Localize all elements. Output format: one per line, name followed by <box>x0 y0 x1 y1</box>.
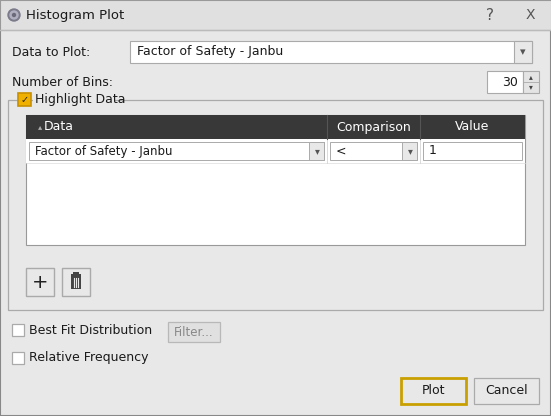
Circle shape <box>10 11 18 19</box>
Bar <box>523 71 539 93</box>
Text: +: + <box>32 272 48 292</box>
Text: ▴: ▴ <box>529 72 533 82</box>
Bar <box>423 142 522 160</box>
Text: ?: ? <box>486 7 494 22</box>
Bar <box>26 115 525 139</box>
Text: ✓: ✓ <box>20 94 29 104</box>
Bar <box>29 142 324 160</box>
Bar <box>514 41 532 63</box>
Text: 30: 30 <box>502 75 518 89</box>
Text: Comparison: Comparison <box>336 121 411 134</box>
Bar <box>12 352 24 364</box>
Bar <box>26 268 54 296</box>
Bar <box>330 142 417 160</box>
Text: Highlight Data: Highlight Data <box>35 94 126 106</box>
Bar <box>12 324 24 336</box>
Bar <box>26 139 525 163</box>
Bar <box>0 0 551 30</box>
Text: Factor of Safety - Janbu: Factor of Safety - Janbu <box>137 45 283 59</box>
Bar <box>18 93 31 106</box>
Text: Histogram Plot: Histogram Plot <box>26 8 124 22</box>
Bar <box>402 142 417 160</box>
Bar <box>73 272 79 275</box>
Text: ▾: ▾ <box>408 146 413 156</box>
Text: X: X <box>525 8 535 22</box>
Text: ▾: ▾ <box>520 47 526 57</box>
Text: Value: Value <box>455 121 490 134</box>
Text: Plot: Plot <box>422 384 445 398</box>
Text: ▾: ▾ <box>315 146 320 156</box>
Bar <box>62 268 90 296</box>
Circle shape <box>13 13 15 17</box>
Text: Factor of Safety - Janbu: Factor of Safety - Janbu <box>35 144 172 158</box>
Bar <box>474 378 539 404</box>
Bar <box>71 277 81 289</box>
Bar <box>168 322 220 342</box>
Text: Data to Plot:: Data to Plot: <box>12 45 90 59</box>
Text: <: < <box>336 144 347 158</box>
Text: Best Fit Distribution: Best Fit Distribution <box>29 324 152 337</box>
Bar <box>309 142 324 160</box>
Text: 1: 1 <box>429 144 437 158</box>
Bar <box>130 41 532 63</box>
Bar <box>71 274 81 277</box>
Text: Relative Frequency: Relative Frequency <box>29 352 149 364</box>
Bar <box>401 378 466 404</box>
Text: Cancel: Cancel <box>485 384 528 398</box>
Circle shape <box>8 9 20 21</box>
Bar <box>8 100 543 310</box>
Text: Filter...: Filter... <box>174 325 214 339</box>
Text: ▴: ▴ <box>38 122 42 131</box>
Text: Number of Bins:: Number of Bins: <box>12 75 113 89</box>
Bar <box>26 115 525 245</box>
Bar <box>487 71 523 93</box>
Text: ▾: ▾ <box>529 82 533 92</box>
Text: Data: Data <box>44 121 74 134</box>
Bar <box>33 93 115 106</box>
